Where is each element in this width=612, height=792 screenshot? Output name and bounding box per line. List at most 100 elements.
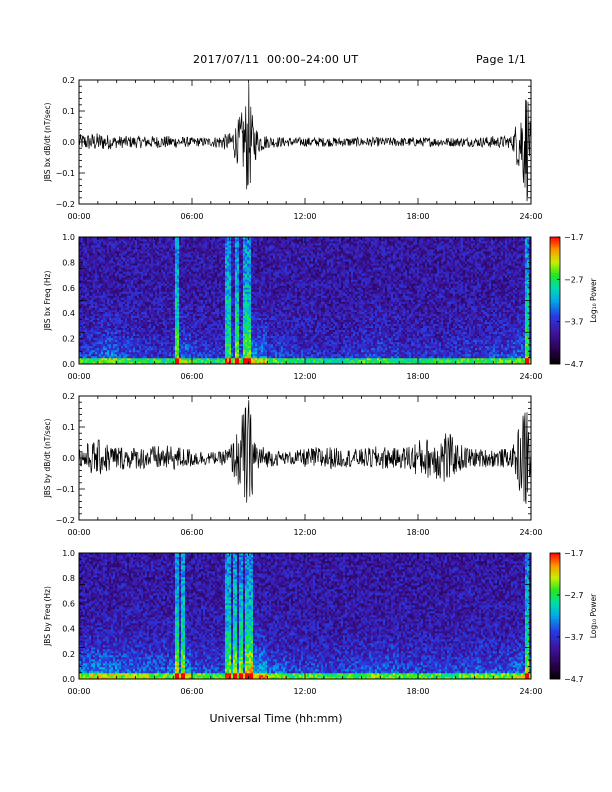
heatmap-cell bbox=[221, 334, 223, 336]
heatmap-cell bbox=[145, 247, 147, 249]
heatmap-cell bbox=[137, 289, 139, 291]
heatmap-cell bbox=[115, 253, 117, 255]
heatmap-cell bbox=[225, 251, 227, 253]
heatmap-cell bbox=[135, 332, 137, 334]
heatmap-cell bbox=[179, 289, 181, 291]
heatmap-cell bbox=[149, 293, 151, 295]
heatmap-cell bbox=[121, 243, 123, 245]
heatmap-cell bbox=[107, 287, 109, 289]
heatmap-cell bbox=[191, 318, 193, 320]
heatmap-cell bbox=[191, 285, 193, 287]
heatmap-cell bbox=[223, 316, 225, 318]
heatmap-cell bbox=[165, 344, 167, 346]
heatmap-cell bbox=[169, 328, 171, 330]
heatmap-cell bbox=[159, 338, 161, 340]
heatmap-cell bbox=[115, 306, 117, 308]
heatmap-cell bbox=[139, 350, 141, 352]
heatmap-cell bbox=[99, 253, 101, 255]
heatmap-cell bbox=[177, 259, 179, 261]
heatmap-cell bbox=[161, 348, 163, 350]
heatmap-cell bbox=[83, 324, 85, 326]
heatmap-cell bbox=[207, 342, 209, 344]
heatmap-cell bbox=[99, 261, 101, 263]
heatmap-cell bbox=[197, 241, 199, 243]
heatmap-cell bbox=[109, 253, 111, 255]
heatmap-cell bbox=[207, 277, 209, 279]
heatmap-cell bbox=[91, 273, 93, 275]
heatmap-cell bbox=[217, 265, 219, 267]
heatmap-cell bbox=[213, 358, 215, 360]
heatmap-cell bbox=[191, 275, 193, 277]
heatmap-cell bbox=[197, 322, 199, 324]
heatmap-cell bbox=[145, 354, 147, 356]
heatmap-cell bbox=[167, 279, 169, 281]
heatmap-cell bbox=[173, 302, 175, 304]
waveform-series bbox=[79, 83, 531, 201]
heatmap-cell bbox=[177, 316, 179, 318]
heatmap-cell bbox=[97, 295, 99, 297]
heatmap-cell bbox=[231, 344, 233, 346]
heatmap-cell bbox=[199, 322, 201, 324]
heatmap-cell bbox=[109, 291, 111, 293]
heatmap-cell bbox=[101, 241, 103, 243]
heatmap-cell bbox=[215, 322, 217, 324]
heatmap-cell bbox=[121, 297, 123, 299]
heatmap-cell bbox=[179, 322, 181, 324]
heatmap-cell bbox=[105, 358, 107, 360]
heatmap-cell bbox=[225, 340, 227, 342]
heatmap-cell bbox=[157, 297, 159, 299]
heatmap-cell bbox=[117, 269, 119, 271]
heatmap-cell bbox=[209, 328, 211, 330]
heatmap-cell bbox=[173, 350, 175, 352]
heatmap-cell bbox=[103, 279, 105, 281]
heatmap-cell bbox=[197, 259, 199, 261]
heatmap-cell bbox=[173, 336, 175, 338]
heatmap-cell bbox=[109, 245, 111, 247]
heatmap-cell bbox=[183, 243, 185, 245]
heatmap-cell bbox=[97, 332, 99, 334]
heatmap-cell bbox=[143, 289, 145, 291]
heatmap-cell bbox=[109, 346, 111, 348]
heatmap-cell bbox=[229, 255, 231, 257]
heatmap-cell bbox=[167, 320, 169, 322]
heatmap-cell bbox=[223, 318, 225, 320]
heatmap-cell bbox=[97, 251, 99, 253]
heatmap-cell bbox=[155, 253, 157, 255]
heatmap-cell bbox=[193, 247, 195, 249]
heatmap-cell bbox=[101, 318, 103, 320]
heatmap-cell bbox=[103, 295, 105, 297]
heatmap-cell bbox=[197, 265, 199, 267]
heatmap-cell bbox=[143, 340, 145, 342]
heatmap-cell bbox=[171, 312, 173, 314]
heatmap-cell bbox=[107, 255, 109, 257]
heatmap-cell bbox=[207, 332, 209, 334]
heatmap-cell bbox=[221, 302, 223, 304]
heatmap-cell bbox=[155, 336, 157, 338]
heatmap-cell bbox=[133, 334, 135, 336]
heatmap-cell bbox=[193, 354, 195, 356]
heatmap-cell bbox=[179, 336, 181, 338]
heatmap-cell bbox=[219, 312, 221, 314]
heatmap-cell bbox=[97, 291, 99, 293]
heatmap-cell bbox=[133, 324, 135, 326]
heatmap-cell bbox=[103, 302, 105, 304]
heatmap-cell bbox=[119, 265, 121, 267]
heatmap-cell bbox=[189, 273, 191, 275]
heatmap-cell bbox=[139, 285, 141, 287]
heatmap-cell bbox=[131, 318, 133, 320]
heatmap-cell bbox=[93, 289, 95, 291]
heatmap-cell bbox=[87, 314, 89, 316]
heatmap-cell bbox=[97, 257, 99, 259]
heatmap-cell bbox=[157, 275, 159, 277]
heatmap-cell bbox=[227, 249, 229, 251]
heatmap-cell bbox=[211, 304, 213, 306]
heatmap-cell bbox=[87, 263, 89, 265]
heatmap-cell bbox=[177, 326, 179, 328]
heatmap-cell bbox=[107, 322, 109, 324]
heatmap-cell bbox=[199, 247, 201, 249]
heatmap-cell bbox=[99, 306, 101, 308]
heatmap-cell bbox=[195, 277, 197, 279]
heatmap-cell bbox=[169, 255, 171, 257]
heatmap-cell bbox=[121, 251, 123, 253]
heatmap-cell bbox=[185, 348, 187, 350]
